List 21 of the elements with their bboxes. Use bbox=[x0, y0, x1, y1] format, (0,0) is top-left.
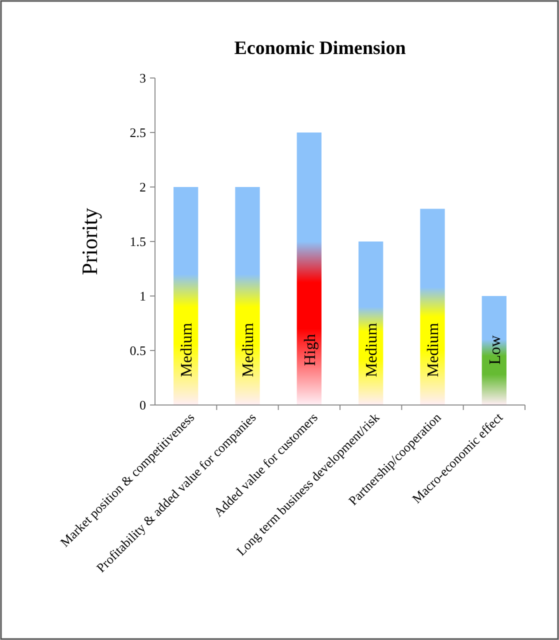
chart-title: Economic Dimension bbox=[234, 38, 406, 59]
data-label: Low bbox=[486, 334, 504, 365]
y-tick-label: 3 bbox=[140, 70, 146, 86]
y-tick-label: 1 bbox=[140, 288, 146, 304]
data-label: Medium bbox=[425, 322, 442, 378]
y-tick-label: 2 bbox=[140, 180, 146, 195]
bar bbox=[358, 242, 384, 405]
y-tick-label: 0 bbox=[140, 398, 146, 413]
bar bbox=[235, 187, 260, 405]
y-axis-title: Priority bbox=[77, 208, 102, 276]
bar bbox=[296, 132, 322, 405]
y-tick-label: 1.5 bbox=[130, 234, 146, 250]
data-label: Medium bbox=[178, 322, 196, 378]
bar bbox=[482, 296, 506, 405]
data-label: Medium bbox=[363, 322, 380, 378]
bar bbox=[174, 187, 198, 405]
y-tick-label: 2.5 bbox=[130, 125, 146, 140]
y-tick-label: 0.5 bbox=[130, 343, 146, 358]
bar bbox=[420, 208, 445, 405]
data-label: High bbox=[302, 334, 319, 366]
data-label: Medium bbox=[240, 322, 258, 378]
